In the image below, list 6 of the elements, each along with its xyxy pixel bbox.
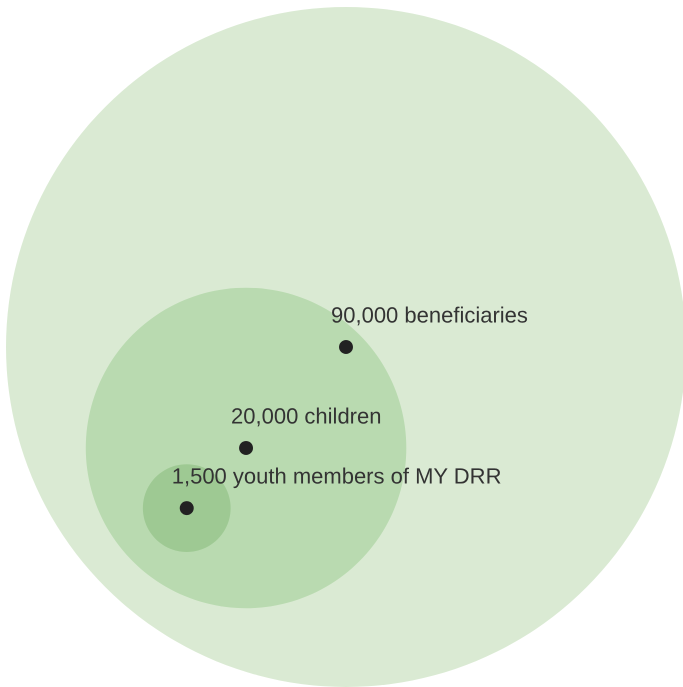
category-label: children — [298, 403, 382, 428]
data-label: 20,000 — [231, 403, 298, 428]
category-label: beneficiaries — [398, 302, 528, 328]
data-label: 90,000 — [331, 302, 398, 328]
category-label: youth members of MY DRR — [226, 464, 502, 489]
data-label: 1,500 — [172, 464, 227, 489]
